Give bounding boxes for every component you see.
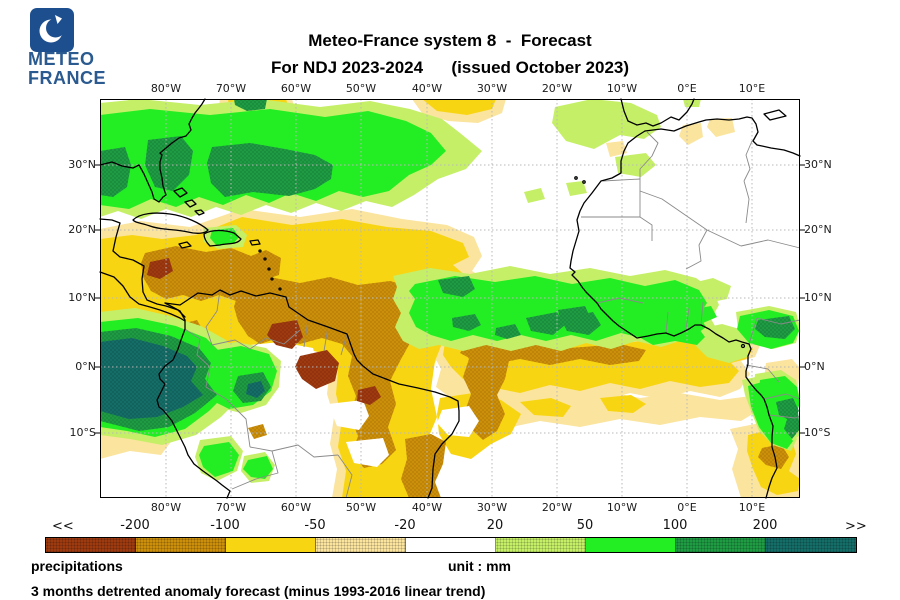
forecast-map — [95, 98, 805, 499]
lon-label-bottom: 70°W — [215, 501, 247, 514]
lon-label-bottom: 60°W — [280, 501, 312, 514]
colorbar-tick-label: 50 — [576, 518, 594, 533]
lon-label-bottom: 0°E — [677, 501, 697, 514]
lat-label-left: 10°S — [69, 426, 96, 439]
unit-label: unit : mm — [448, 558, 511, 574]
lon-label-top: 50°W — [345, 82, 377, 95]
colorbar-tick-label: 200 — [752, 518, 778, 533]
lon-label-top: 20°W — [541, 82, 573, 95]
lon-label-bottom: 40°W — [411, 501, 443, 514]
lon-label-top: 10°E — [738, 82, 766, 95]
lat-label-left: 10°N — [68, 291, 96, 304]
colorbar-segment — [406, 538, 496, 552]
colorbar-right-arrow: >> — [845, 519, 867, 534]
map-frame — [100, 99, 800, 498]
colorbar-segment — [46, 538, 136, 552]
lat-label-right: 30°N — [804, 158, 832, 171]
colorbar-segment — [496, 538, 586, 552]
lat-label-left: 0°N — [75, 360, 96, 373]
coastlines — [99, 98, 801, 499]
lon-label-top: 40°W — [411, 82, 443, 95]
lon-label-top: 30°W — [476, 82, 508, 95]
colorbar-tick-label: 20 — [486, 518, 504, 533]
colorbar-segment — [766, 538, 856, 552]
colorbar-segment — [586, 538, 676, 552]
colorbar-tick-label: 100 — [662, 518, 688, 533]
logo-text-france: FRANCE — [28, 68, 106, 88]
axis-ticks — [95, 164, 805, 434]
lat-label-right: 10°S — [804, 426, 831, 439]
page-title: Meteo-France system 8 - Forecast — [308, 31, 592, 50]
lon-label-bottom: 30°W — [476, 501, 508, 514]
lon-label-top: 70°W — [215, 82, 247, 95]
lon-label-top: 60°W — [280, 82, 312, 95]
lat-label-right: 10°N — [804, 291, 832, 304]
colorbar-segment — [676, 538, 766, 552]
lon-label-bottom: 80°W — [150, 501, 182, 514]
lon-label-bottom: 50°W — [345, 501, 377, 514]
gridlines — [100, 99, 800, 498]
colorbar-segment — [136, 538, 226, 552]
lon-label-bottom: 10°E — [738, 501, 766, 514]
variable-label: precipitations — [31, 558, 123, 574]
lat-label-right: 0°N — [804, 360, 825, 373]
lat-label-right: 20°N — [804, 223, 832, 236]
colorbar-tick-label: -200 — [120, 518, 150, 533]
colorbar-tick-label: -20 — [394, 518, 416, 533]
forecast-description: 3 months detrented anomaly forecast (min… — [31, 583, 486, 599]
lat-label-left: 20°N — [68, 223, 96, 236]
colorbar-segment — [226, 538, 316, 552]
lat-label-left: 30°N — [68, 158, 96, 171]
lon-label-top: 10°W — [606, 82, 638, 95]
colorbar — [45, 537, 857, 553]
anomaly-teal-cores — [100, 338, 265, 419]
country-borders — [184, 131, 801, 499]
colorbar-left-arrow: << — [52, 519, 74, 534]
page-subtitle: For NDJ 2023-2024 (issued October 2023) — [270, 58, 630, 77]
colorbar-tick-label: -100 — [210, 518, 240, 533]
colorbar-tick-label: -50 — [304, 518, 326, 533]
lon-label-bottom: 10°W — [606, 501, 638, 514]
meteo-france-logo-icon — [30, 8, 74, 52]
logo-text-meteo: METEO — [28, 49, 95, 69]
anomaly-map-svg — [95, 98, 805, 499]
colorbar-segment — [316, 538, 406, 552]
lon-label-bottom: 20°W — [541, 501, 573, 514]
lon-label-top: 0°E — [677, 82, 697, 95]
lon-label-top: 80°W — [150, 82, 182, 95]
